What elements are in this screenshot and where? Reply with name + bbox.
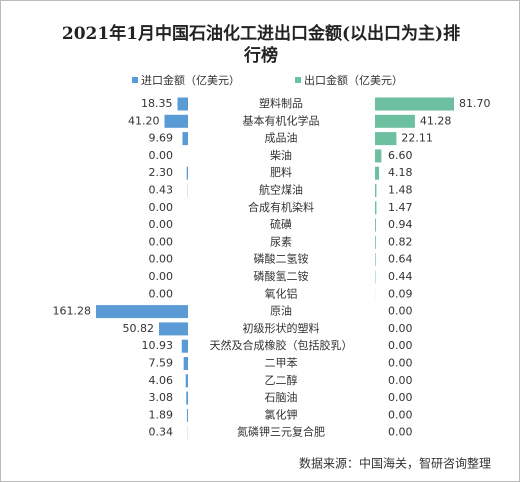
import-value-label: 7.59 (149, 357, 174, 370)
category-label: 天然及合成橡胶（包括胶乳） (210, 338, 353, 352)
export-bar (375, 184, 377, 197)
export-bar (375, 201, 377, 215)
import-bar (183, 357, 188, 370)
import-value-label: 0.00 (149, 253, 174, 266)
import-bar (96, 305, 188, 319)
export-value-label: 1.48 (388, 184, 413, 197)
category-label: 合成有机染料 (248, 200, 314, 214)
category-label: 尿素 (270, 235, 292, 248)
category-label: 原油 (270, 304, 292, 318)
import-bar (185, 374, 188, 388)
import-value-label: 18.35 (141, 97, 173, 110)
export-bar (375, 235, 376, 249)
export-value-label: 0.00 (388, 322, 413, 335)
import-value-label: 161.28 (53, 305, 92, 318)
export-value-label: 22.11 (401, 132, 433, 145)
export-bar (375, 166, 380, 180)
export-bar (375, 149, 382, 163)
import-bar (182, 132, 188, 146)
import-value-label: 3.08 (149, 391, 174, 404)
category-label: 成品油 (265, 131, 298, 145)
import-value-label: 0.43 (149, 184, 174, 197)
category-label: 肥料 (270, 165, 292, 179)
export-bar (375, 253, 376, 267)
category-label: 基本有机化学品 (243, 113, 320, 127)
category-label: 塑料制品 (259, 96, 303, 110)
import-value-label: 0.00 (149, 270, 174, 283)
import-bar (181, 339, 188, 353)
category-label: 航空煤油 (259, 183, 303, 197)
category-label: 石脑油 (265, 390, 298, 404)
import-value-label: 0.00 (149, 235, 174, 248)
category-label: 磷酸氢二铵 (254, 269, 309, 283)
export-value-label: 0.00 (388, 357, 413, 370)
import-bar (177, 97, 188, 111)
import-value-label: 1.89 (149, 408, 174, 421)
import-bar (186, 166, 188, 180)
export-value-label: 0.82 (388, 235, 413, 248)
source: 数据来源：中国海关，智研咨询整理 (299, 456, 491, 471)
export-value-label: 0.09 (388, 287, 413, 300)
legend-label: 出口金额（亿美元） (304, 73, 403, 87)
category-label: 硫磺 (270, 217, 292, 231)
category-label: 氮磷钾三元复合肥 (237, 425, 325, 439)
export-value-label: 0.44 (388, 270, 413, 283)
export-value-label: 6.60 (388, 149, 413, 162)
category-label: 磷酸二氢铵 (254, 252, 309, 266)
export-value-label: 1.47 (388, 201, 413, 214)
export-bar (375, 114, 415, 128)
category-label: 二甲苯 (265, 356, 298, 370)
import-bar (186, 391, 188, 405)
legend-swatch (132, 77, 138, 83)
export-value-label: 81.70 (459, 97, 491, 110)
import-value-label: 0.00 (149, 149, 174, 162)
export-value-label: 0.00 (388, 426, 413, 439)
export-bar (375, 218, 376, 232)
export-value-label: 0.00 (388, 374, 413, 387)
category-label: 柴油 (270, 148, 292, 162)
import-value-label: 0.00 (149, 201, 174, 214)
import-value-label: 10.93 (142, 339, 174, 352)
import-value-label: 9.69 (149, 132, 174, 145)
export-value-label: 0.64 (388, 253, 413, 266)
import-bar (186, 408, 188, 422)
legend-swatch (295, 77, 301, 83)
legend-label: 进口金额（亿美元） (141, 73, 240, 87)
category-label: 初级形状的塑料 (243, 321, 320, 335)
chart-title: 2021年1月中国石油化工进出口金额(以出口为主)排行榜 (61, 24, 461, 66)
category-label: 氧化铝 (265, 286, 298, 300)
import-value-label: 0.00 (149, 218, 174, 231)
import-value-label: 50.82 (123, 322, 155, 335)
export-value-label: 0.00 (388, 408, 413, 421)
import-bar (164, 114, 188, 128)
export-value-label: 0.00 (388, 391, 413, 404)
export-value-label: 4.18 (388, 166, 413, 179)
import-value-label: 2.30 (149, 166, 174, 179)
export-bar (375, 132, 397, 146)
import-value-label: 4.06 (149, 374, 174, 387)
export-value-label: 41.28 (420, 114, 452, 127)
import-value-label: 41.20 (128, 114, 160, 127)
import-value-label: 0.34 (149, 426, 174, 439)
export-value-label: 0.00 (388, 305, 413, 318)
export-bar (375, 97, 454, 111)
import-value-label: 0.00 (149, 287, 174, 300)
category-label: 氯化钾 (265, 407, 298, 421)
import-bar (159, 322, 188, 336)
export-value-label: 0.94 (388, 218, 413, 231)
category-label: 乙二醇 (265, 373, 298, 387)
export-value-label: 0.00 (388, 339, 413, 352)
